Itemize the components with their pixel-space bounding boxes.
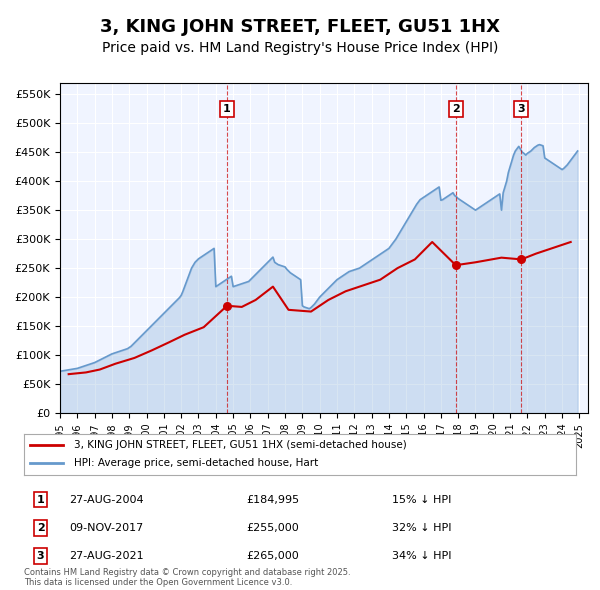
Text: 27-AUG-2021: 27-AUG-2021: [70, 551, 144, 561]
Text: 3: 3: [518, 104, 525, 114]
Text: 09-NOV-2017: 09-NOV-2017: [70, 523, 144, 533]
Text: 34% ↓ HPI: 34% ↓ HPI: [392, 551, 451, 561]
Text: Price paid vs. HM Land Registry's House Price Index (HPI): Price paid vs. HM Land Registry's House …: [102, 41, 498, 55]
Text: £265,000: £265,000: [246, 551, 299, 561]
Point: [451, 260, 461, 270]
Point: [517, 255, 526, 264]
Text: 32% ↓ HPI: 32% ↓ HPI: [392, 523, 451, 533]
Text: £184,995: £184,995: [246, 494, 299, 504]
Text: 2: 2: [37, 523, 44, 533]
Text: £255,000: £255,000: [246, 523, 299, 533]
Text: 2: 2: [452, 104, 460, 114]
Text: 3, KING JOHN STREET, FLEET, GU51 1HX (semi-detached house): 3, KING JOHN STREET, FLEET, GU51 1HX (se…: [74, 440, 406, 450]
Text: 15% ↓ HPI: 15% ↓ HPI: [392, 494, 451, 504]
Text: 27-AUG-2004: 27-AUG-2004: [70, 494, 144, 504]
Text: 3: 3: [37, 551, 44, 561]
Text: 1: 1: [223, 104, 231, 114]
Point: [222, 301, 232, 310]
Text: HPI: Average price, semi-detached house, Hart: HPI: Average price, semi-detached house,…: [74, 458, 318, 468]
Text: 1: 1: [37, 494, 44, 504]
Text: Contains HM Land Registry data © Crown copyright and database right 2025.
This d: Contains HM Land Registry data © Crown c…: [24, 568, 350, 587]
Text: 3, KING JOHN STREET, FLEET, GU51 1HX: 3, KING JOHN STREET, FLEET, GU51 1HX: [100, 18, 500, 36]
